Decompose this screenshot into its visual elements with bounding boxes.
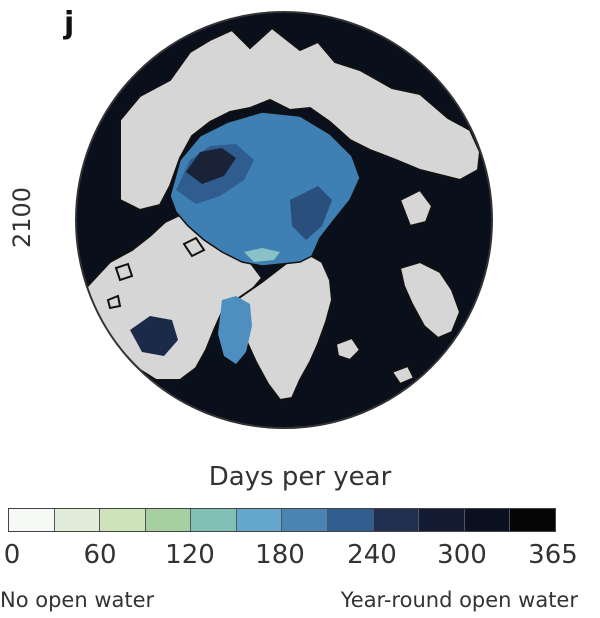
tick-120: 120 xyxy=(165,540,215,570)
arctic-dark xyxy=(186,148,236,184)
land-iceland xyxy=(390,364,416,386)
land-eurasia xyxy=(119,26,482,212)
colorbar xyxy=(8,508,556,532)
land-svalbard xyxy=(334,336,362,362)
colorbar-bin xyxy=(9,509,55,531)
colorbar-bin xyxy=(373,509,420,531)
colorbar-bin xyxy=(100,509,146,531)
tick-60: 60 xyxy=(83,540,117,570)
colorbar-bin xyxy=(145,509,192,531)
arctic-blue-east xyxy=(290,186,332,240)
map-border xyxy=(75,11,493,429)
colorbar-bin xyxy=(419,509,465,531)
colorbar-bin xyxy=(328,509,374,531)
arctic-map xyxy=(75,11,493,429)
colorbar-ticks: 0 60 120 180 240 300 365 xyxy=(0,540,600,572)
colorbar-bin xyxy=(464,509,511,531)
panel-letter: j xyxy=(64,6,75,41)
colorbar-bin xyxy=(510,509,555,531)
colorbar-bin xyxy=(236,509,283,531)
colorbar-bin xyxy=(282,509,329,531)
tick-180: 180 xyxy=(255,540,305,570)
legend-end-left: No open water xyxy=(0,588,155,612)
hudson-region xyxy=(130,316,178,356)
arctic-light xyxy=(244,248,280,262)
tick-0: 0 xyxy=(3,540,21,570)
open-water-arctic xyxy=(130,111,361,364)
baffin-bay xyxy=(218,296,252,364)
land-novaya-zemlya xyxy=(398,188,434,228)
tick-300: 300 xyxy=(437,540,487,570)
legend-title: Days per year xyxy=(208,462,392,492)
tick-365: 365 xyxy=(528,540,578,570)
legend-end-right: Year-round open water xyxy=(340,588,578,612)
colorbar-bin xyxy=(54,509,101,531)
land-europe xyxy=(398,260,462,340)
tick-240: 240 xyxy=(347,540,397,570)
land xyxy=(82,26,482,402)
colorbar-bin xyxy=(191,509,237,531)
